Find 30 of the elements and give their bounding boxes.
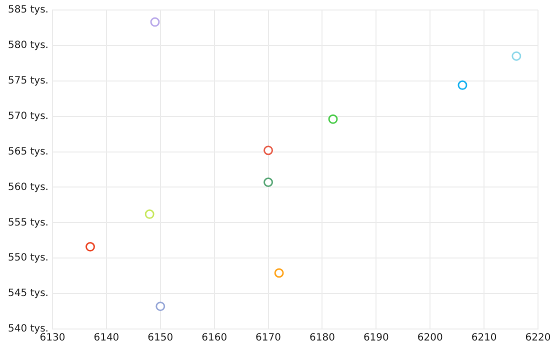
point <box>156 302 166 312</box>
y-tick-label: 550 tys. <box>8 252 48 264</box>
point <box>328 114 338 124</box>
point <box>86 242 96 252</box>
x-tick-label: 6140 <box>94 332 120 344</box>
x-tick-label: 6220 <box>525 332 551 344</box>
x-tick-label: 6190 <box>363 332 389 344</box>
x-tick-label: 6150 <box>148 332 174 344</box>
y-tick-label: 585 tys. <box>8 4 48 16</box>
y-tick-label: 580 tys. <box>8 40 48 52</box>
x-tick-label: 6170 <box>256 332 281 344</box>
point <box>144 209 154 219</box>
y-tick-label: 565 tys. <box>8 146 48 158</box>
x-tick-label: 6180 <box>309 332 335 344</box>
point <box>274 268 284 278</box>
y-tick-label: 545 tys. <box>8 288 48 300</box>
x-tick-label: 6210 <box>471 332 497 344</box>
point <box>264 146 274 156</box>
y-tick-label: 570 tys. <box>8 110 48 122</box>
point <box>264 178 274 188</box>
y-tick-label: 560 tys. <box>8 182 48 193</box>
y-tick-label: 540 tys. <box>8 324 48 335</box>
point <box>458 80 468 90</box>
point <box>150 17 160 27</box>
x-tick-label: 6200 <box>417 332 443 344</box>
y-tick-label: 575 tys. <box>8 75 48 86</box>
x-tick-label: 6160 <box>202 332 228 344</box>
x-tick-label: 6130 <box>40 332 66 344</box>
y-tick-label: 555 tys. <box>8 217 48 228</box>
point <box>512 51 522 61</box>
